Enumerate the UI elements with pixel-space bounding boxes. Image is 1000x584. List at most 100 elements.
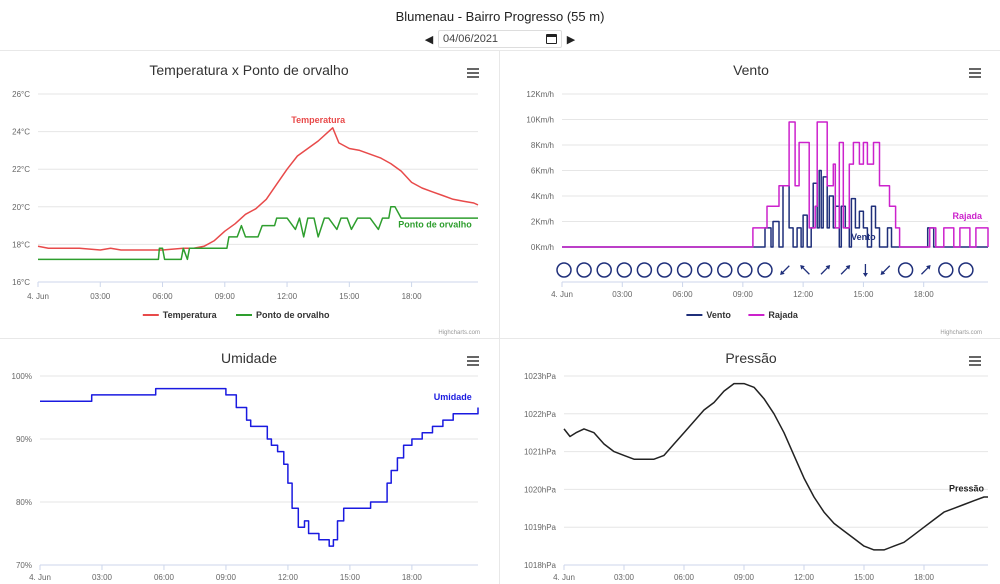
wind-arrow-icon bbox=[921, 265, 931, 275]
menu-line bbox=[969, 68, 981, 70]
series-data-label: Pressão bbox=[949, 483, 985, 493]
series-data-label: Ponto de orvalho bbox=[398, 219, 472, 229]
calm-wind-icon bbox=[556, 262, 572, 278]
calm-wind-icon bbox=[938, 262, 954, 278]
triangle-left-icon[interactable]: ◀ bbox=[424, 33, 434, 46]
page-title: Blumenau - Bairro Progresso (55 m) bbox=[395, 9, 605, 24]
calm-wind-icon bbox=[576, 262, 592, 278]
y-tick-label: 20°C bbox=[12, 203, 30, 212]
y-tick-label: 6Km/h bbox=[531, 167, 554, 176]
y-tick-label: 1020hPa bbox=[524, 485, 557, 494]
y-tick-label: 12Km/h bbox=[526, 90, 554, 99]
calm-wind-icon bbox=[958, 262, 974, 278]
x-tick-label: 03:00 bbox=[90, 292, 111, 301]
wind-chart: Vento 0Km/h 2Km/h 4Km/h 6Km/h 8Km/h 10Km/h 12Km… bbox=[526, 62, 989, 336]
calm-wind-icon bbox=[897, 262, 914, 278]
series-line-ponto-de-orvalho bbox=[38, 206, 478, 261]
x-tick-label: 03:00 bbox=[612, 290, 633, 299]
x-tick-label: 12:00 bbox=[793, 290, 814, 299]
menu-line bbox=[969, 360, 981, 362]
date-input[interactable]: 04/06/2021 bbox=[438, 30, 562, 48]
x-tick-label: 03:00 bbox=[92, 573, 113, 582]
triangle-right-icon[interactable]: ▶ bbox=[566, 33, 576, 46]
chart-title: Umidade bbox=[221, 350, 277, 366]
arrow-head bbox=[880, 270, 886, 275]
middle-divider bbox=[0, 338, 1000, 339]
series-line-rajada bbox=[562, 121, 989, 248]
menu-line bbox=[467, 76, 479, 78]
chart-title: Temperatura x Ponto de orvalho bbox=[149, 62, 348, 78]
center-divider bbox=[499, 50, 500, 584]
x-tick-label: 4. Jun bbox=[553, 573, 575, 582]
hamburger-menu-icon bbox=[467, 68, 479, 78]
arrow-head bbox=[825, 265, 831, 270]
y-tick-label: 4Km/h bbox=[531, 192, 554, 201]
y-tick-label: 1023hPa bbox=[524, 372, 557, 381]
calendar-icon[interactable] bbox=[546, 34, 557, 44]
legend-item-label: Ponto de orvalho bbox=[256, 310, 330, 320]
wind-arrow-icon bbox=[780, 265, 790, 275]
x-tick-label: 4. Jun bbox=[551, 290, 573, 299]
x-tick-label: 15:00 bbox=[340, 573, 361, 582]
wind-arrow-icon bbox=[820, 265, 831, 275]
series-line-vento bbox=[562, 169, 988, 248]
x-tick-label: 4. Jun bbox=[27, 292, 49, 301]
x-tick-label: 18:00 bbox=[914, 290, 935, 299]
x-tick-label: 06:00 bbox=[153, 292, 174, 301]
arrow-head bbox=[845, 265, 851, 270]
calm-wind-icon bbox=[596, 262, 612, 278]
x-tick-label: 12:00 bbox=[278, 573, 299, 582]
x-tick-label: 09:00 bbox=[215, 292, 236, 301]
date-navigator: ◀ 04/06/2021 ▶ bbox=[0, 29, 1000, 49]
y-tick-label: 0Km/h bbox=[531, 243, 554, 252]
hamburger-menu-icon bbox=[467, 356, 479, 366]
calm-wind-icon bbox=[717, 262, 733, 278]
chart-legend: Temperatura Ponto de orvalho bbox=[142, 310, 330, 320]
y-tick-label: 8Km/h bbox=[531, 141, 554, 150]
legend-item-label: Rajada bbox=[768, 310, 799, 320]
series-line-temperatura bbox=[37, 127, 479, 251]
wind-arrow-icon bbox=[840, 265, 851, 275]
menu-line bbox=[969, 364, 981, 366]
chart-title: Pressão bbox=[725, 350, 777, 366]
top-divider bbox=[0, 50, 1000, 51]
x-tick-label: 4. Jun bbox=[29, 573, 51, 582]
arrow-head bbox=[800, 265, 805, 270]
series-data-label: Umidade bbox=[434, 392, 472, 402]
y-tick-label: 1022hPa bbox=[524, 410, 557, 419]
y-tick-label: 18°C bbox=[12, 240, 30, 249]
x-tick-label: 18:00 bbox=[914, 573, 935, 582]
y-tick-label: 1018hPa bbox=[524, 561, 557, 570]
menu-line bbox=[969, 356, 981, 358]
arrow-head bbox=[862, 273, 868, 277]
x-tick-label: 15:00 bbox=[339, 292, 360, 301]
y-tick-label: 70% bbox=[16, 561, 32, 570]
y-tick-label: 100% bbox=[12, 372, 32, 381]
legend-item-label: Vento bbox=[706, 310, 731, 320]
x-tick-label: 12:00 bbox=[277, 292, 298, 301]
x-tick-label: 18:00 bbox=[402, 292, 423, 301]
hamburger-menu-icon bbox=[969, 356, 981, 366]
x-tick-label: 15:00 bbox=[854, 573, 875, 582]
wind-arrow-icon bbox=[862, 264, 868, 277]
y-tick-label: 1021hPa bbox=[524, 448, 557, 457]
series-data-label: Vento bbox=[851, 232, 876, 242]
y-tick-label: 80% bbox=[16, 498, 32, 507]
calm-wind-icon bbox=[737, 262, 753, 278]
wind-arrow-icon bbox=[880, 265, 891, 275]
chart-legend: Vento Rajada bbox=[686, 310, 799, 320]
x-tick-label: 06:00 bbox=[154, 573, 175, 582]
date-value: 04/06/2021 bbox=[443, 33, 499, 45]
x-tick-label: 15:00 bbox=[853, 290, 874, 299]
x-tick-label: 06:00 bbox=[674, 573, 695, 582]
humidity-chart: Umidade 70% 80% 90% 100% 4. Jun 03:00 06:00 09:0… bbox=[12, 350, 479, 582]
x-tick-label: 09:00 bbox=[216, 573, 237, 582]
menu-line bbox=[467, 68, 479, 70]
temperature-chart: Temperatura x Ponto de orvalho 16°C 18°C 20… bbox=[12, 62, 480, 336]
y-tick-label: 2Km/h bbox=[531, 218, 554, 227]
highcharts-credits: Highcharts.com bbox=[940, 330, 982, 336]
series-line-umidade bbox=[40, 387, 479, 547]
calm-wind-icon bbox=[696, 262, 713, 278]
menu-line bbox=[467, 364, 479, 366]
menu-line bbox=[467, 360, 479, 362]
